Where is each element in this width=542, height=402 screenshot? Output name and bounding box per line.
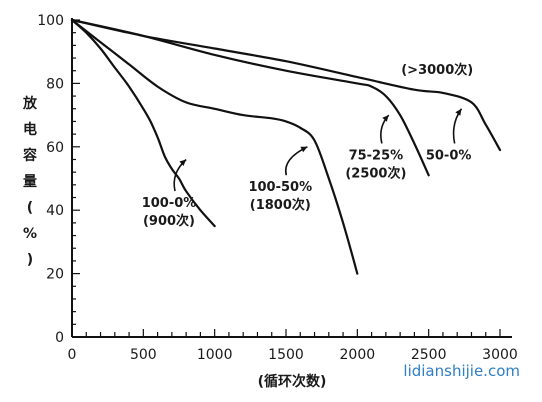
arrowhead	[382, 115, 389, 122]
y-tick-labels: 0 20 40 60 80 100	[37, 13, 64, 346]
series-line-4	[70, 18, 502, 152]
x-axis-label: (循环次数)	[258, 373, 327, 390]
annotation-text: (900次)	[143, 213, 195, 229]
x-tick-label: 3000	[482, 347, 518, 363]
annotation-4: 50-0%	[426, 108, 472, 163]
y-label-char: 容	[22, 147, 37, 164]
y-label-char: )	[27, 252, 33, 268]
annotation-text: 50-0%	[426, 148, 472, 163]
annotations: 100-0% (900次) 100-50% (1800次) 75-25% (2500次) 5…	[142, 62, 474, 229]
series-line-2	[70, 18, 359, 275]
arrowhead	[300, 146, 308, 153]
annotation-text: 100-50%	[248, 180, 312, 195]
y-label-char: 电	[23, 121, 37, 138]
y-label-char: 量	[23, 174, 37, 190]
y-label-char: (	[27, 200, 33, 216]
annotation-text: (>3000次)	[401, 62, 473, 78]
annotation-text: (2500次)	[345, 165, 406, 181]
x-tick-label: 500	[130, 347, 157, 363]
annotation-3: 75-25% (2500次)	[345, 114, 406, 181]
y-label-char: 放	[22, 95, 38, 112]
annotation-arrow	[284, 146, 308, 176]
y-label-char: %	[23, 226, 37, 242]
minor-ticks	[71, 19, 501, 338]
annotation-5: (>3000次)	[401, 62, 473, 78]
y-tick-label: 60	[46, 140, 64, 156]
x-tick-label: 2500	[411, 347, 447, 363]
x-tick-label: 2000	[340, 347, 376, 363]
y-tick-label: 40	[46, 203, 64, 219]
watermark: lidianshijie.com	[403, 362, 520, 380]
x-tick-label: 1500	[268, 347, 304, 363]
x-tick-labels: 0 500 1000 1500 2000 2500 3000	[68, 347, 518, 363]
y-tick-label: 20	[46, 267, 64, 283]
annotation-text: (1800次)	[250, 197, 311, 213]
annotation-text: 100-0%	[142, 196, 197, 211]
y-tick-label: 0	[55, 330, 64, 346]
x-tick-label: 1000	[197, 347, 233, 363]
series-line-1	[70, 18, 216, 228]
arrowhead	[455, 108, 462, 116]
annotation-text: 75-25%	[349, 148, 404, 163]
y-tick-label: 100	[37, 13, 64, 29]
series-lines	[70, 18, 502, 275]
y-tick-label: 80	[46, 76, 64, 92]
series-line-3	[70, 18, 430, 177]
arrowhead	[179, 159, 187, 166]
x-tick-label: 0	[68, 347, 77, 363]
annotation-1: 100-0% (900次)	[142, 158, 197, 229]
annotation-2: 100-50% (1800次)	[248, 146, 312, 213]
